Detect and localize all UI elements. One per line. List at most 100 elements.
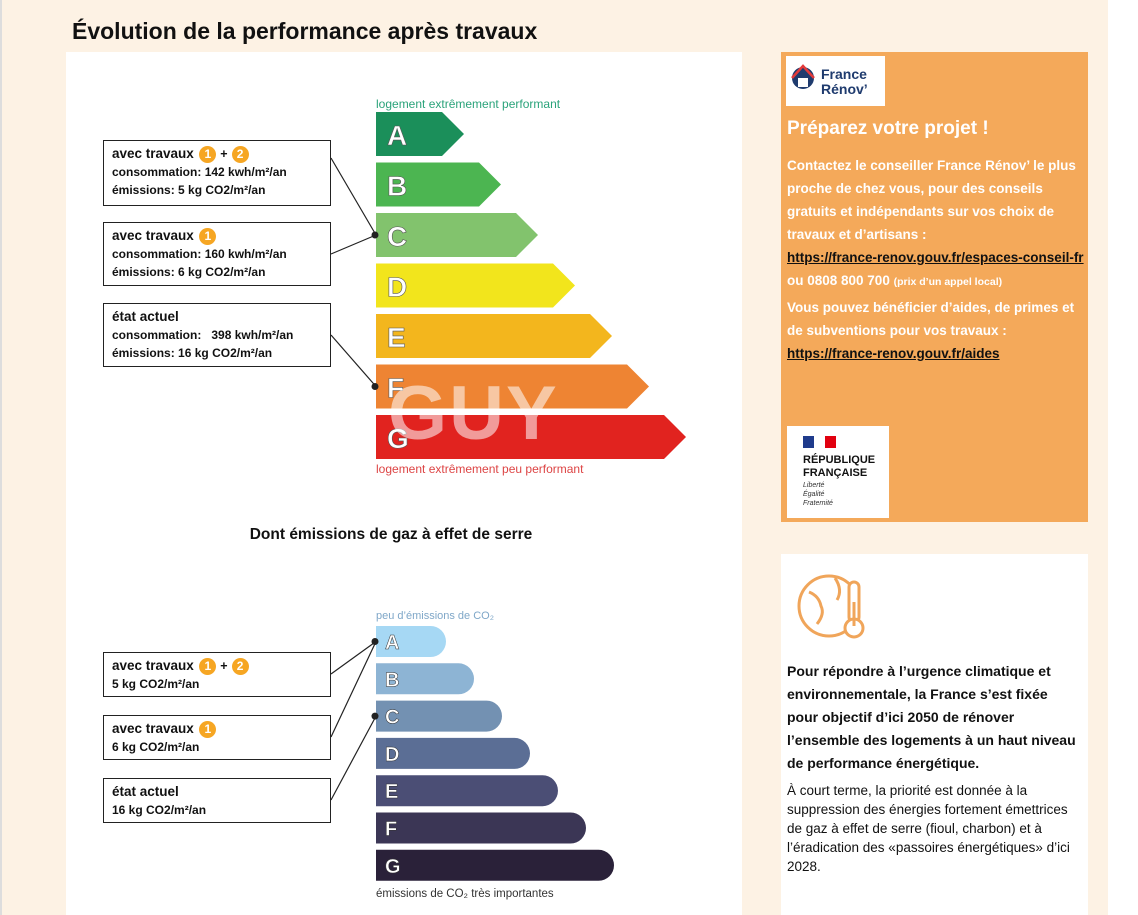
ghg-class-d-bar <box>376 737 530 769</box>
consumption-label: consommation: <box>112 328 202 342</box>
contact-text: Contactez le conseiller France Rénov’ le… <box>787 158 1076 242</box>
logo-line-1: France <box>821 66 867 82</box>
ghg-box-with-works-1-2: avec travaux 1 +2 5 kg CO2/m²/an <box>103 652 331 697</box>
plus-sign: + <box>220 147 228 161</box>
consumption-label: consommation: <box>112 165 202 180</box>
energy-box-with-works-1: avec travaux 1 consommation: 160 kwh/m²/… <box>103 222 331 286</box>
page-right-margin <box>1108 0 1138 915</box>
ghg-box-with-works-1: avec travaux 1 6 kg CO2/m²/an <box>103 715 331 760</box>
energy-connector-2 <box>330 234 377 255</box>
energy-box-with-works-1-2: avec travaux 1 +2 consommation: 142 kwh/m… <box>103 140 331 206</box>
step-1-badge: 1 <box>199 146 217 164</box>
consumption-value: 398 kwh/m²/an <box>211 328 294 342</box>
emissions-label: émissions: <box>112 346 175 360</box>
ghg-top-label: peu d’émissions de CO₂ <box>376 610 494 622</box>
ghg-connector-dot-a <box>371 638 379 645</box>
ghg-class-e-label: E <box>385 781 398 803</box>
emissions-line: émissions: 6 kg CO2/m²/an <box>112 263 322 281</box>
energy-box-head: état actuel <box>112 308 322 326</box>
box-head-text: état actuel <box>112 309 179 324</box>
france-renov-body: Contactez le conseiller France Rénov’ le… <box>787 154 1085 365</box>
box-head-text: avec travaux <box>112 721 194 736</box>
climate-text: Pour répondre à l’urgence climatique et … <box>787 660 1077 876</box>
rf-line-2: FRANÇAISE <box>803 467 868 479</box>
phone-note: (prix d’un appel local) <box>893 276 1003 288</box>
ghg-class-g-label: G <box>385 856 401 878</box>
ghg-connector-dot-c <box>371 712 379 720</box>
energy-class-c-label: C <box>387 221 407 252</box>
climate-panel: Pour répondre à l’urgence climatique et … <box>781 554 1088 915</box>
ghg-class-b-label: B <box>385 669 399 691</box>
rf-line-1: RÉPUBLIQUE <box>803 454 876 466</box>
ghg-bottom-label: émissions de CO₂ très importantes <box>376 888 554 900</box>
ghg-class-a-bar <box>376 626 446 657</box>
ghg-connector-2 <box>330 641 377 738</box>
energy-class-b-bar <box>376 162 501 207</box>
phone-number: ou 0808 800 700 <box>787 273 890 288</box>
ghg-class-a-label: A <box>385 632 399 654</box>
box-head-text: avec travaux <box>112 658 194 673</box>
espaces-conseil-link[interactable]: https://france-renov.gouv.fr/espaces-con… <box>787 250 1084 265</box>
ghg-class-f-label: F <box>385 819 397 841</box>
energy-connector-1 <box>330 157 377 236</box>
dpe-diagram: logement extrêmement performantABCDEFGlo… <box>330 97 686 900</box>
ghg-class-d-label: D <box>385 744 399 766</box>
contact-link-wrap: https://france-renov.gouv.fr/espaces-con… <box>787 246 1085 269</box>
ghg-box-head: état actuel <box>112 783 322 801</box>
climate-paragraph-1: Pour répondre à l’urgence climatique et … <box>787 663 1076 771</box>
consumption-line: consommation: 398 kwh/m²/an <box>112 326 322 344</box>
energy-class-e-bar <box>376 314 612 358</box>
emissions-value: 6 kg CO2/m²/an <box>178 265 266 280</box>
consumption-value: 160 kwh/m²/an <box>204 247 287 262</box>
energy-class-a-label: A <box>387 120 407 151</box>
energy-class-e-label: E <box>387 322 406 353</box>
step-2-badge: 2 <box>231 658 249 676</box>
house-icon <box>791 64 815 89</box>
energy-box-current-state: état actuel consommation: 398 kwh/m²/an … <box>103 303 331 367</box>
france-renov-panel: France Rénov’ Préparez votre projet ! Co… <box>781 52 1088 522</box>
emissions-label: émissions: <box>112 183 175 198</box>
consumption-label: consommation: <box>112 247 202 262</box>
watermark-text: GUY <box>388 371 559 456</box>
energy-class-d-bar <box>376 263 575 308</box>
globe-thermometer-icon <box>797 574 865 639</box>
box-head-text: état actuel <box>112 784 179 799</box>
emissions-value: 5 kg CO2/m²/an <box>178 183 266 198</box>
energy-box-head: avec travaux 1 +2 <box>112 145 322 164</box>
ghg-class-c-label: C <box>385 707 399 729</box>
page-title: Évolution de la performance après travau… <box>72 18 538 44</box>
consumption-line: consommation: 142 kwh/m²/an <box>112 163 322 181</box>
step-2-badge: 2 <box>231 146 249 164</box>
consumption-line: consommation: 160 kwh/m²/an <box>112 245 322 263</box>
marianne-flag-icon <box>803 436 836 448</box>
ghg-box-current-state: état actuel 16 kg CO2/m²/an <box>103 778 331 823</box>
ghg-box-head: avec travaux 1 +2 <box>112 657 322 676</box>
france-renov-title: Préparez votre projet ! <box>787 118 989 139</box>
step-1-badge: 1 <box>199 658 217 676</box>
energy-class-f-label: F <box>387 373 404 404</box>
emissions-value: 16 kg CO2/m²/an <box>178 346 273 360</box>
rf-motto-3: Fraternité <box>803 500 833 507</box>
rf-motto-1: Liberté <box>803 482 825 489</box>
ghg-connector-1 <box>330 641 377 675</box>
ghg-connector-3 <box>330 715 377 801</box>
ghg-emissions-value: 5 kg CO2/m²/an <box>112 677 200 692</box>
ghg-class-f-bar <box>376 812 586 844</box>
energy-bottom-label: logement extrêmement peu performant <box>376 462 584 476</box>
consumption-value: 142 kwh/m²/an <box>204 165 287 180</box>
ghg-class-b-bar <box>376 663 474 695</box>
energy-connector-dot-c <box>371 231 379 239</box>
emissions-line: émissions: 5 kg CO2/m²/an <box>112 181 322 199</box>
energy-connector-dot-f <box>371 383 379 390</box>
plus-sign: + <box>220 659 228 673</box>
aids-text: Vous pouvez bénéficier d’aides, de prime… <box>787 300 1075 338</box>
aides-link[interactable]: https://france-renov.gouv.fr/aides <box>787 346 1000 361</box>
energy-class-a-bar <box>376 112 464 156</box>
emissions-line: émissions: 16 kg CO2/m²/an <box>112 344 322 362</box>
energy-class-b-label: B <box>387 171 407 202</box>
logo-line-2: Rénov’ <box>821 81 868 97</box>
ghg-class-e-bar <box>376 775 558 807</box>
step-1-badge: 1 <box>199 228 217 246</box>
page-left-border <box>0 0 2 915</box>
